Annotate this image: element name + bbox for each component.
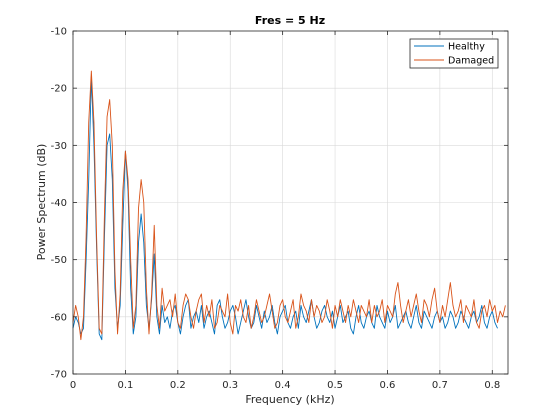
ticks <box>72 30 508 375</box>
x-tick-label: 0.4 <box>275 380 291 391</box>
x-tick-label: 0.7 <box>432 380 448 391</box>
series-layer <box>72 70 506 341</box>
chart-title: Fres = 5 Hz <box>255 14 325 27</box>
y-tick-label: -10 <box>51 27 67 38</box>
x-tick-label: 0.8 <box>484 380 500 391</box>
grid <box>73 31 508 374</box>
x-axis-label: Frequency (kHz) <box>245 393 334 406</box>
x-tick-label: 0.1 <box>117 380 133 391</box>
legend-label-damaged: Damaged <box>448 56 494 67</box>
y-tick-label: -60 <box>51 312 67 323</box>
y-tick-label: -50 <box>51 255 67 266</box>
series-line-healthy <box>72 76 498 341</box>
y-tick-label: -70 <box>51 370 67 381</box>
legend-box <box>409 38 499 69</box>
legend-label-healthy: Healthy <box>448 42 485 53</box>
x-tick-label: 0.6 <box>380 380 396 391</box>
tick-labels: 0 0.1 0.2 0.3 0.4 0.5 0.6 0.7 0.8 -70 -60 -50 -40 -30… <box>51 27 501 392</box>
x-tick-label: 0.5 <box>327 380 343 391</box>
x-tick-label: 0.2 <box>170 380 186 391</box>
series-line-damaged <box>72 70 506 341</box>
y-tick-label: -30 <box>51 141 67 152</box>
y-axis-label: Power Spectrum (dB) <box>35 144 48 261</box>
y-tick-label: -20 <box>51 84 67 95</box>
y-tick-label: -40 <box>51 198 67 209</box>
legend: Healthy Damaged <box>409 38 499 69</box>
x-tick-label: 0 <box>70 380 76 391</box>
x-tick-label: 0.3 <box>222 380 238 391</box>
